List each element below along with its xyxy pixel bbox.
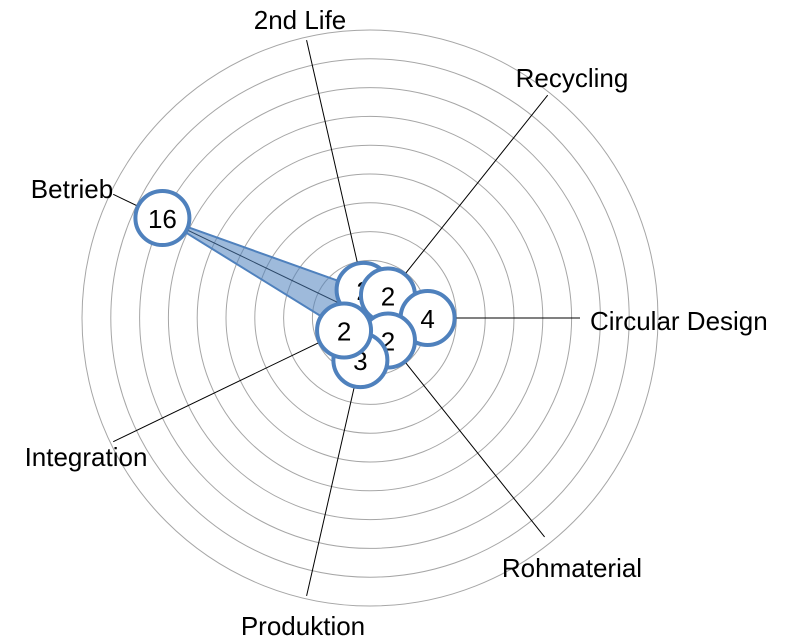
- axis-label: 2nd Life: [254, 5, 347, 35]
- grid-ring: [139, 87, 601, 549]
- axis-label: Betrieb: [31, 174, 113, 204]
- axis-label: Integration: [25, 442, 148, 472]
- data-label: 2: [381, 281, 395, 311]
- axis-label: Produktion: [241, 611, 365, 641]
- data-label: 2: [337, 316, 351, 346]
- grid-ring: [81, 29, 659, 607]
- data-label: 4: [420, 304, 434, 334]
- grid-ring: [110, 58, 630, 578]
- axis-label: Recycling: [516, 63, 629, 93]
- axis-label: Rohmaterial: [502, 553, 642, 583]
- data-point: [315, 301, 374, 360]
- axis-label: Circular Design: [590, 306, 768, 336]
- data-label: 16: [148, 204, 177, 234]
- data-point: [133, 189, 192, 248]
